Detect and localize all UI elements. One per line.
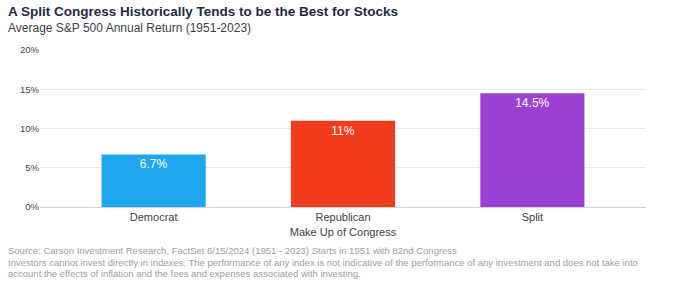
svg-text:11%: 11% — [331, 124, 354, 138]
svg-text:Make Up of Congress: Make Up of Congress — [290, 226, 397, 238]
svg-text:Democrat: Democrat — [130, 211, 178, 223]
svg-text:14.5%: 14.5% — [515, 96, 549, 110]
svg-text:6.7%: 6.7% — [140, 157, 168, 171]
html-text:A Split Congress Historically: A Split Congress Historically Tends to b… — [8, 4, 399, 19]
html-text:Investors cannot invest direct: Investors cannot invest directly in inde… — [8, 256, 638, 279]
svg-text:Republican: Republican — [315, 211, 370, 223]
svg-text:5%: 5% — [25, 162, 39, 173]
html-text:Average S&P 500 Annual Return: Average S&P 500 Annual Return (1951-2023… — [8, 21, 252, 35]
svg-text:10%: 10% — [20, 123, 40, 134]
svg-text:20%: 20% — [20, 44, 40, 55]
svg-text:15%: 15% — [20, 84, 40, 95]
svg-text:0%: 0% — [25, 201, 39, 212]
svg-text:Split: Split — [522, 211, 543, 223]
html-text:Source: Carson Investment Rese: Source: Carson Investment Research, Fact… — [8, 245, 457, 256]
